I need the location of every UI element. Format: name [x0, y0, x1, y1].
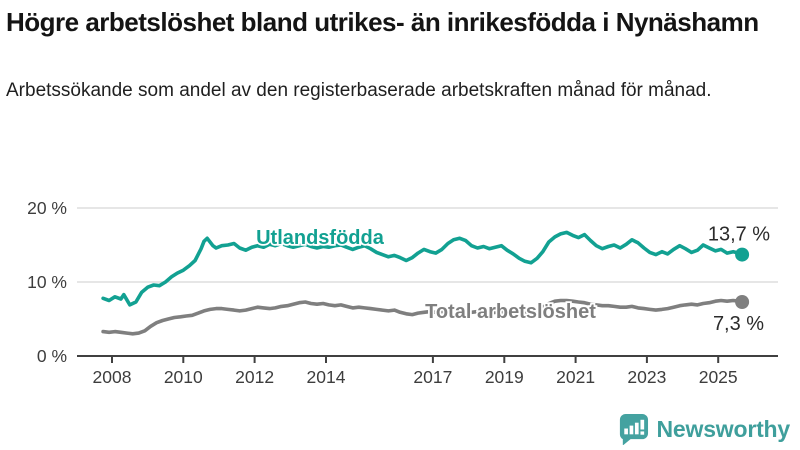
svg-text:2021: 2021 [556, 367, 595, 387]
chart-subtitle: Arbetssökande som andel av den registerb… [6, 79, 712, 101]
svg-text:2023: 2023 [627, 367, 666, 387]
svg-text:2010: 2010 [164, 367, 203, 387]
chart-header: Högre arbetslöshet bland utrikes- än inr… [0, 0, 800, 103]
svg-text:0 %: 0 % [37, 346, 67, 366]
svg-text:Total arbetslöshet: Total arbetslöshet [425, 301, 596, 323]
svg-text:2008: 2008 [93, 367, 132, 387]
svg-text:2012: 2012 [235, 367, 274, 387]
svg-text:Utlandsfödda: Utlandsfödda [256, 227, 385, 249]
svg-text:2025: 2025 [699, 367, 738, 387]
brand-name: Newsworthy [656, 415, 791, 442]
svg-text:20 %: 20 % [27, 198, 67, 218]
page-title: Högre arbetslöshet bland utrikes- än inr… [6, 7, 759, 37]
brand-footer: Newsworthy [617, 413, 790, 445]
svg-text:13,7 %: 13,7 % [708, 224, 770, 246]
svg-text:2019: 2019 [485, 367, 524, 387]
svg-text:2017: 2017 [413, 367, 452, 387]
line-chart: 20 % 10 % 0 % 2008 2010 2012 2014 2017 2019 2021 2… [27, 198, 778, 387]
svg-text:7,3 %: 7,3 % [713, 313, 764, 335]
svg-text:10 %: 10 % [27, 272, 67, 292]
newsworthy-logo-icon [619, 413, 648, 445]
svg-text:2014: 2014 [307, 367, 346, 387]
